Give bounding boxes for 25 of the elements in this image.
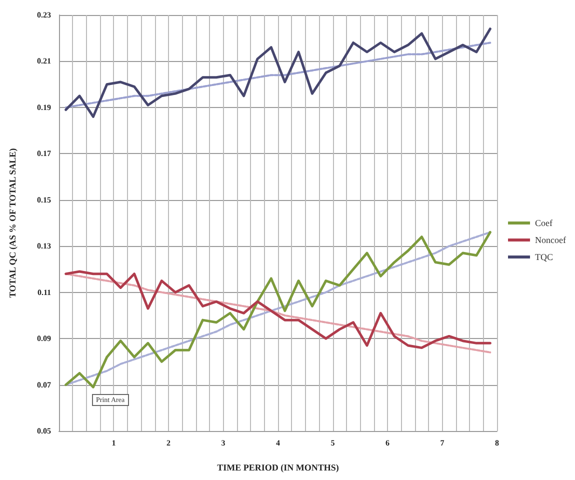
legend-label: TQC bbox=[535, 252, 554, 262]
x-axis-title: TIME PERIOD (IN MONTHS) bbox=[217, 462, 339, 472]
x-tick-label: 8 bbox=[495, 438, 499, 448]
x-tick-label: 1 bbox=[112, 438, 116, 448]
x-tick-label: 5 bbox=[330, 438, 335, 448]
y-tick-label: 0.15 bbox=[37, 195, 51, 204]
x-tick-label: 3 bbox=[221, 438, 226, 448]
y-tick-label: 0.21 bbox=[37, 56, 51, 66]
x-tick-label: 6 bbox=[386, 438, 390, 448]
y-tick-label: 0.13 bbox=[37, 242, 51, 251]
line-series bbox=[64, 42, 492, 108]
legend-label: Noncoef bbox=[535, 235, 566, 245]
y-tick-label: 0.05 bbox=[37, 426, 51, 436]
y-tick-label: 0.23 bbox=[37, 10, 51, 20]
y-axis-title: TOTAL QC (AS % OF TOTAL SALE) bbox=[8, 148, 18, 298]
x-tick-label: 7 bbox=[440, 438, 444, 448]
y-tick-label: 0.07 bbox=[37, 380, 51, 390]
y-tick-label: 0.11 bbox=[37, 288, 51, 297]
y-tick-label: 0.17 bbox=[37, 149, 51, 158]
y-tick-label: 0.19 bbox=[37, 102, 51, 112]
legend-label: Coef bbox=[535, 218, 553, 228]
x-tick-label: 4 bbox=[276, 438, 280, 448]
x-tick-label: 2 bbox=[166, 438, 170, 448]
line-series bbox=[64, 28, 492, 118]
y-tick-label: 0.09 bbox=[37, 334, 51, 344]
